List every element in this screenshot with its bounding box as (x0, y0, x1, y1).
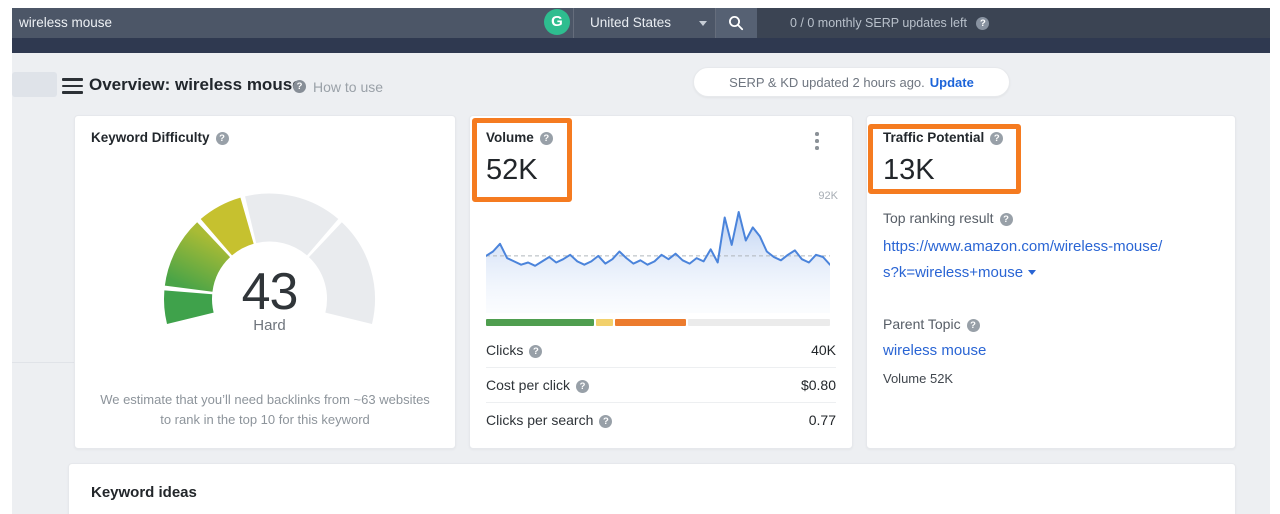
country-selector[interactable]: United States (578, 8, 715, 38)
nav-divider (715, 8, 716, 38)
help-icon[interactable]: ? (539, 132, 553, 145)
keyword-difficulty-footnote: We estimate that you’ll need backlinks f… (100, 392, 430, 427)
cost-per-click-label-text: Cost per click (486, 377, 571, 393)
clicks-per-search-label: Clicks per search? (486, 412, 613, 428)
secondary-nav-bar (12, 38, 1270, 53)
parent-topic-text: Parent Topic (883, 316, 961, 332)
clicks-bar-segment-yellow (596, 319, 614, 326)
top-ranking-result-link[interactable]: https://www.amazon.com/wireless-mouse/ s… (883, 234, 1162, 286)
volume-trend-chart (486, 211, 830, 313)
top-ranking-url-line2: s?k=wireless+mouse (883, 264, 1024, 281)
clicks-bar-segment-green (486, 319, 595, 326)
how-to-use-link[interactable]: How to use (313, 79, 384, 95)
page-title: Overview: wireless mouse (89, 75, 302, 94)
serp-kd-updated-text: SERP & KD updated 2 hours ago. (729, 74, 925, 90)
traffic-potential-title-text: Traffic Potential (883, 130, 985, 145)
traffic-potential-card: Traffic Potential? 13K Top ranking resul… (866, 115, 1236, 449)
serp-kd-update-pill: SERP & KD updated 2 hours ago. Update (693, 67, 1010, 97)
keyword-difficulty-title-text: Keyword Difficulty (91, 130, 210, 145)
volume-title: Volume? (486, 130, 553, 145)
nav-right-section: 0 / 0 monthly SERP updates left ? (757, 8, 1270, 38)
keyword-ideas-title: Keyword ideas (91, 484, 197, 501)
traffic-potential-value: 13K (883, 154, 935, 186)
kebab-menu-icon[interactable] (810, 132, 824, 154)
parent-topic-volume: Volume 52K (883, 371, 954, 386)
clicks-bar-segment-gray (688, 319, 831, 326)
top-ranking-result-text: Top ranking result (883, 210, 994, 226)
help-icon[interactable]: ? (966, 319, 980, 332)
annotation-box-traffic-potential (868, 124, 1021, 194)
serp-updates-text: 0 / 0 monthly SERP updates left (790, 16, 967, 30)
help-icon[interactable]: ? (215, 132, 229, 145)
volume-metric-rows: Clicks? 40K Cost per click? $0.80 Clicks… (486, 332, 836, 437)
clicks-per-search-label-text: Clicks per search (486, 412, 594, 428)
country-selector-label: United States (590, 15, 672, 30)
top-ranking-url-line1: https://www.amazon.com/wireless-mouse/ (883, 238, 1163, 255)
top-search-bar: wireless mouse G United States 0 / 0 mon… (12, 8, 1270, 38)
top-ranking-result-label: Top ranking result? (883, 210, 1013, 226)
keyword-ideas-card: Keyword ideas (68, 463, 1236, 514)
chevron-down-icon (699, 21, 707, 26)
volume-title-text: Volume (486, 130, 534, 145)
keyword-difficulty-label: Hard (253, 317, 286, 334)
parent-topic-label: Parent Topic? (883, 316, 980, 332)
nav-divider (573, 8, 574, 38)
volume-card: Volume? 52K 92K Clicks? (469, 115, 853, 449)
help-icon[interactable]: ? (293, 80, 306, 93)
search-icon (729, 16, 744, 31)
keyword-difficulty-title: Keyword Difficulty? (91, 130, 229, 145)
keyword-difficulty-value: 43 (241, 263, 299, 321)
clicks-label-text: Clicks (486, 341, 524, 358)
page-body: Overview: wireless mouse ? How to use SE… (12, 53, 1270, 514)
trend-max-label: 92K (818, 190, 838, 202)
keyword-difficulty-card: Keyword Difficulty? 43 Hard We estimate … (74, 115, 456, 449)
help-icon[interactable]: ? (599, 415, 613, 428)
help-icon[interactable]: ? (976, 17, 990, 30)
help-icon[interactable]: ? (990, 132, 1004, 145)
parent-topic-link[interactable]: wireless mouse (883, 342, 987, 359)
search-button[interactable] (716, 8, 757, 38)
update-link[interactable]: Update (929, 74, 974, 90)
sidebar-placeholder (12, 72, 57, 97)
cost-per-click-row: Cost per click? $0.80 (486, 367, 836, 402)
help-icon[interactable]: ? (529, 344, 543, 358)
keyword-difficulty-gauge (164, 193, 375, 324)
keyword-search-input[interactable]: wireless mouse (19, 15, 113, 30)
help-icon[interactable]: ? (576, 380, 590, 393)
clicks-value: 40K (811, 341, 836, 358)
app-window: wireless mouse G United States 0 / 0 mon… (12, 8, 1270, 514)
volume-value: 52K (486, 154, 538, 186)
clicks-breakdown-bar (486, 319, 831, 326)
menu-icon[interactable] (62, 78, 83, 94)
cost-per-click-value: $0.80 (800, 377, 836, 393)
sidebar-divider (12, 362, 74, 363)
clicks-label: Clicks? (486, 341, 543, 358)
help-icon[interactable]: ? (999, 213, 1013, 226)
cost-per-click-label: Cost per click? (486, 377, 590, 393)
clicks-row: Clicks? 40K (486, 332, 836, 367)
annotation-box-volume (472, 118, 572, 202)
serp-updates-note: 0 / 0 monthly SERP updates left ? (790, 16, 990, 30)
clicks-bar-segment-orange (615, 319, 687, 326)
clicks-per-search-row: Clicks per search? 0.77 (486, 402, 836, 437)
clicks-per-search-value: 0.77 (808, 412, 836, 428)
grammarly-icon[interactable]: G (544, 9, 570, 35)
traffic-potential-title: Traffic Potential? (883, 130, 1004, 145)
chevron-down-icon[interactable] (1028, 270, 1037, 275)
